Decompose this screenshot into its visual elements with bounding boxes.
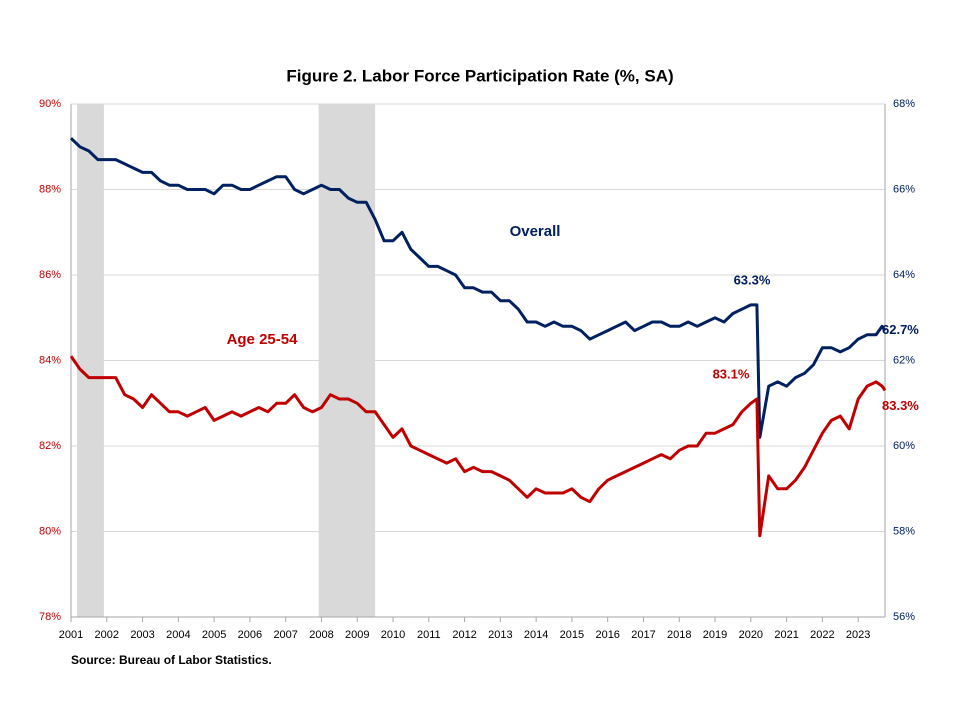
x-tick-label: 2010: [381, 629, 405, 641]
y2-tick-label: 64%: [893, 269, 915, 281]
y2-tick-label: 62%: [893, 354, 915, 366]
y2-tick-label: 60%: [893, 440, 915, 452]
x-tick-label: 2002: [95, 629, 119, 641]
x-tick-label: 2001: [59, 629, 83, 641]
peak-label: 83.1%: [713, 366, 750, 381]
y-tick-label: 82%: [39, 440, 61, 452]
series-line: [69, 137, 887, 439]
x-tick-label: 2013: [488, 629, 512, 641]
x-tick-label: 2012: [452, 629, 476, 641]
x-tick-label: 2003: [130, 629, 154, 641]
chart-title: Figure 2. Labor Force Participation Rate…: [286, 66, 673, 85]
end-label: 83.3%: [882, 398, 919, 413]
x-tick-label: 2007: [273, 629, 297, 641]
y2-tick-label: 68%: [893, 98, 915, 110]
x-tick-label: 2004: [166, 629, 190, 641]
x-tick-label: 2006: [238, 629, 262, 641]
y-tick-label: 90%: [39, 98, 61, 110]
x-tick-label: 2011: [417, 629, 441, 641]
series-label: Age 25-54: [227, 331, 299, 348]
x-tick-label: 2005: [202, 629, 226, 641]
y-tick-label: 88%: [39, 183, 61, 195]
y2-tick-label: 66%: [893, 183, 915, 195]
y-tick-label: 86%: [39, 269, 61, 281]
series-line: [69, 355, 887, 538]
x-tick-label: 2019: [703, 629, 727, 641]
x-tick-label: 2018: [667, 629, 691, 641]
end-label: 62.7%: [882, 322, 919, 337]
y2-tick-label: 56%: [893, 611, 915, 623]
x-tick-label: 2021: [774, 629, 798, 641]
peak-label: 63.3%: [734, 272, 771, 287]
series-label: Overall: [510, 223, 561, 240]
x-tick-label: 2016: [595, 629, 619, 641]
x-tick-label: 2020: [739, 629, 763, 641]
x-tick-label: 2022: [810, 629, 834, 641]
x-tick-label: 2009: [345, 629, 369, 641]
x-tick-label: 2014: [524, 629, 548, 641]
y-tick-label: 78%: [39, 611, 61, 623]
x-tick-label: 2015: [560, 629, 584, 641]
y-tick-label: 84%: [39, 354, 61, 366]
x-tick-label: 2017: [631, 629, 655, 641]
x-tick-label: 2008: [309, 629, 333, 641]
y2-tick-label: 58%: [893, 525, 915, 537]
x-tick-label: 2023: [846, 629, 870, 641]
y-tick-label: 80%: [39, 525, 61, 537]
source-note: Source: Bureau of Labor Statistics.: [71, 653, 272, 667]
